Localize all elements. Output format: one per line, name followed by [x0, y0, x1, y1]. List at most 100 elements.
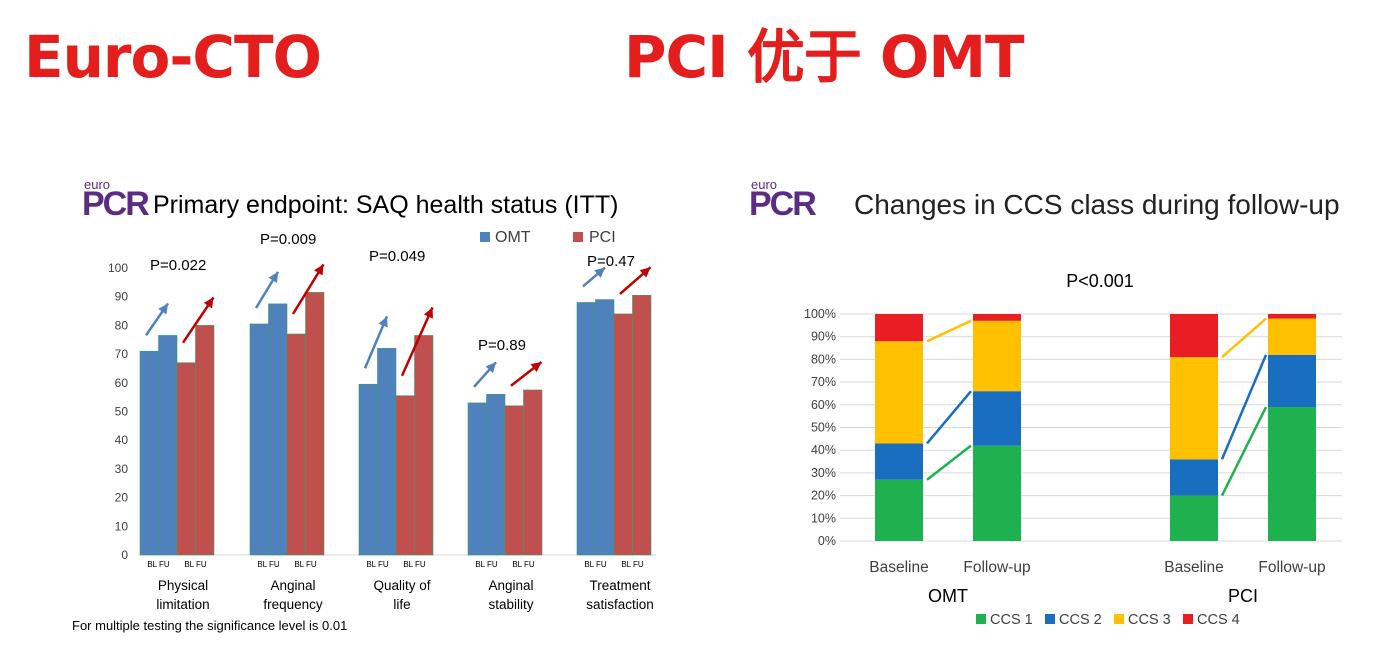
x-category-label: Physical [158, 578, 208, 593]
connector-lines [926, 317, 1268, 497]
connector-line-ccs2 [1220, 354, 1268, 460]
legend-label: CCS 2 [1059, 612, 1102, 628]
bar-pci-bl [395, 395, 415, 556]
pci-trend-arrow-head [314, 264, 324, 276]
y-tick-label: 70 [115, 347, 129, 361]
bar-pci-fu [195, 325, 215, 556]
omt-trend-arrow-head [158, 303, 168, 315]
p-value-label: P=0.022 [150, 257, 206, 274]
x-category-label: Anginal [270, 578, 315, 593]
omt-trend-arrow [473, 361, 497, 388]
bar-segment-ccs2 [973, 391, 1021, 446]
bar-segment-ccs3 [1170, 357, 1218, 460]
bar-segment-ccs1 [973, 445, 1021, 541]
pci-trend-arrow [291, 263, 325, 315]
bar-pci-bl [504, 405, 524, 556]
bar-segment-ccs2 [875, 443, 923, 480]
page-title-left: Euro-CTO [24, 23, 322, 91]
y-tick-label: 0 [121, 548, 128, 562]
y-tick-label: 30% [811, 466, 836, 480]
bar-pci-fu [523, 389, 543, 556]
bar-pci-fu [414, 335, 434, 556]
y-tick-label: 60 [115, 376, 129, 390]
bar-omt-bl [358, 383, 378, 556]
connector-line-ccs1 [926, 444, 972, 481]
x-category-label: stability [488, 597, 533, 612]
saq-bar-chart: Primary endpoint: SAQ health status (ITT… [108, 191, 656, 612]
x-category-label: Baseline [1164, 559, 1223, 576]
x-category-label: satisfaction [586, 597, 654, 612]
bar-omt-fu [595, 299, 615, 556]
y-tick-label: 30 [115, 462, 129, 476]
europcr-logo-right: euro PCR [749, 178, 829, 222]
bar-pci-bl [613, 313, 633, 556]
legend-swatch-ccs2 [1045, 614, 1055, 624]
bar-sublabel: BL FU [403, 560, 426, 569]
footnote: For multiple testing the significance le… [72, 618, 348, 633]
page-title-right: PCI 优于 OMT [624, 23, 1025, 91]
bar-segment-ccs4 [973, 314, 1021, 321]
chart-title: Changes in CCS class during follow-up [854, 189, 1340, 220]
pci-trend-arrow-head [423, 307, 433, 319]
bar-sublabel: BL FU [475, 560, 498, 569]
p-value-label: P=0.049 [369, 248, 425, 265]
chart-title: Primary endpoint: SAQ health status (ITT… [153, 191, 618, 219]
logo-pcr-text: PCR [82, 185, 150, 223]
omt-trend-arrow [582, 266, 606, 288]
chart-legend: CCS 1 CCS 2 CCS 3 CCS 4 [976, 612, 1240, 628]
bar-pci-bl [286, 333, 306, 556]
bar-sublabel: BL FU [512, 560, 535, 569]
pci-trend-arrow-head [530, 361, 542, 373]
omt-trend-arrow-head [268, 271, 278, 284]
p-values: P=0.022 P=0.009 P=0.049 P=0.89 P=0.47 [150, 231, 635, 354]
y-tick-label: 0% [818, 534, 836, 548]
omt-trend-arrow-head [378, 316, 388, 328]
legend-label-pci: PCI [589, 229, 616, 246]
bar-omt-fu [268, 303, 288, 556]
pci-trend-arrow-head [203, 297, 214, 309]
omt-trend-arrow [144, 302, 170, 336]
p-value-label: P=0.009 [260, 231, 316, 248]
x-category-label: limitation [156, 597, 209, 612]
bar-omt-fu [158, 335, 178, 556]
y-tick-label: 100% [804, 307, 836, 321]
bar-sublabel: BL FU [184, 560, 207, 569]
x-category-label: Follow-up [1258, 559, 1325, 576]
bar-segment-ccs1 [1170, 495, 1218, 541]
x-category-label: Follow-up [963, 559, 1030, 576]
x-axis-labels: BL FU BL FU Physical limitation BL FU BL FU An… [147, 560, 653, 612]
legend-swatch-ccs3 [1114, 614, 1124, 624]
group-label: PCI [1228, 586, 1258, 606]
omt-trend-arrow [254, 271, 280, 309]
logo-euro-text: euro [84, 177, 111, 192]
bar-omt-fu [377, 348, 397, 556]
bar-sublabel: BL FU [366, 560, 389, 569]
y-axis: 0 10 20 30 40 50 60 70 80 90 100 [108, 261, 128, 562]
y-tick-label: 100 [108, 261, 128, 275]
legend-swatch-pci [573, 232, 583, 242]
x-category-label: Baseline [869, 559, 928, 576]
omt-trend-arrow-head [485, 362, 496, 374]
pci-trend-arrow-shaft [400, 306, 434, 377]
legend-label-omt: OMT [495, 229, 531, 246]
bar-omt-bl [467, 402, 487, 556]
logo-euro-text: euro [751, 177, 778, 192]
y-tick-label: 90 [115, 290, 129, 304]
trend-arrows [144, 263, 652, 388]
omt-trend-arrow-head [594, 267, 605, 278]
p-value-label: P=0.47 [587, 253, 635, 270]
legend-label: CCS 3 [1128, 612, 1171, 628]
y-tick-label: 10 [115, 519, 129, 533]
pci-trend-arrow-head [639, 267, 651, 278]
y-tick-label: 80% [811, 352, 836, 366]
x-category-label: frequency [263, 597, 323, 612]
y-tick-label: 40 [115, 433, 129, 447]
logo-pcr-text: PCR [749, 185, 817, 223]
bar-sublabel: BL FU [257, 560, 280, 569]
bar-segment-ccs4 [875, 314, 923, 342]
bar-segment-ccs3 [973, 320, 1021, 392]
p-value-label: P=0.89 [478, 337, 526, 354]
bar-segment-ccs1 [1268, 407, 1316, 541]
bar-segment-ccs4 [1170, 314, 1218, 358]
x-category-label: Treatment [589, 578, 650, 593]
